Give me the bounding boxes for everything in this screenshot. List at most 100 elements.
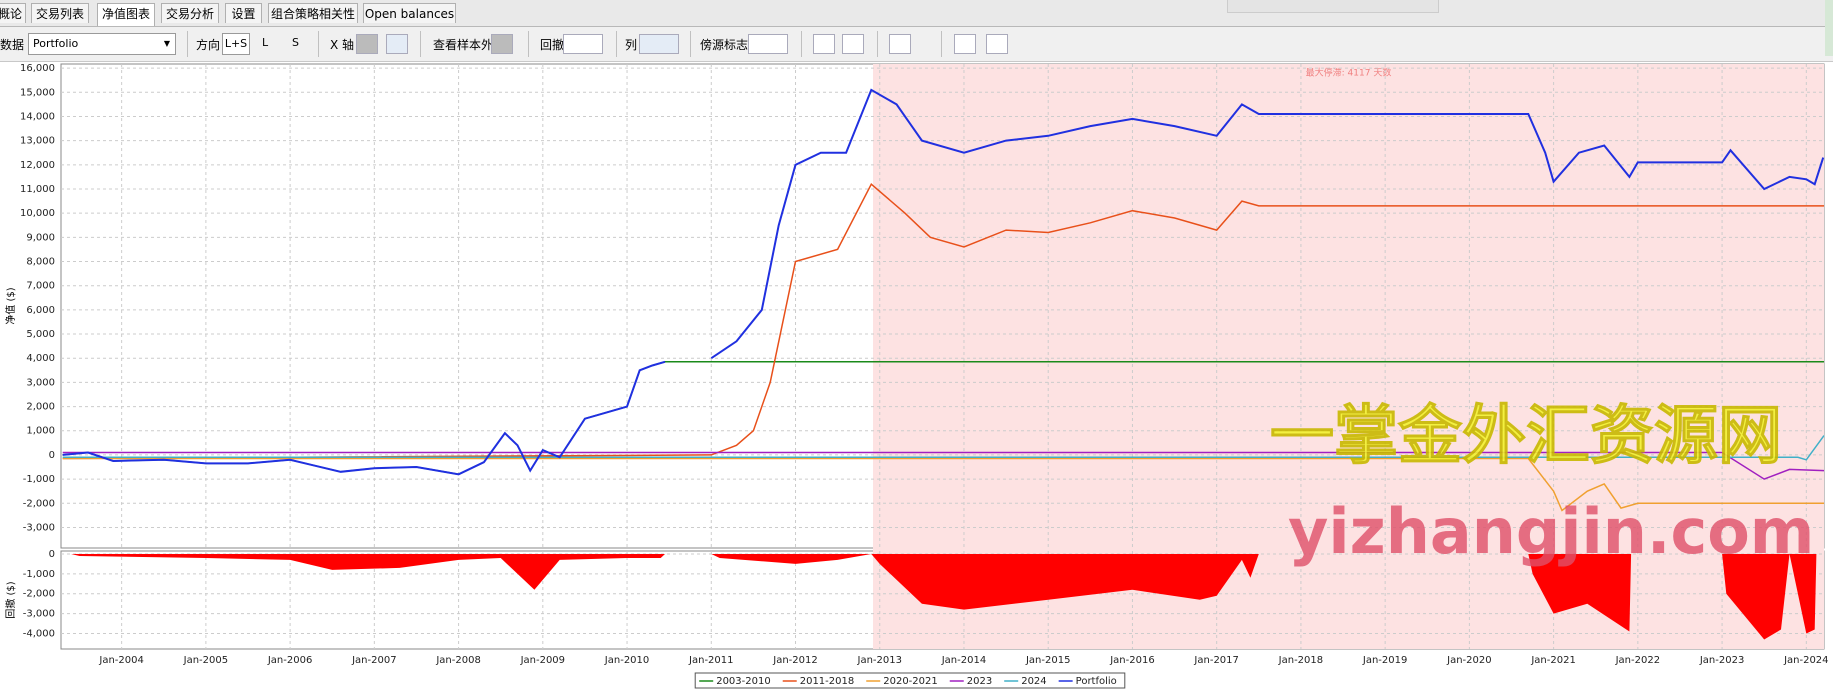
separator (877, 31, 878, 57)
dropdown-arrow: ▼ (163, 39, 170, 48)
chart-icon[interactable] (813, 34, 835, 54)
tab[interactable]: 交易分析 (161, 3, 219, 23)
x-axis-time-icon[interactable] (386, 34, 408, 54)
x-tick-label: Jan-2015 (1025, 655, 1070, 666)
series-line (62, 451, 1825, 480)
x-tick-label: Jan-2013 (857, 655, 902, 666)
x-axis-icon[interactable] (356, 34, 378, 54)
x-tick-label: Jan-2006 (267, 655, 312, 666)
data-dropdown[interactable]: Portfolio ▼ (28, 33, 176, 55)
legend-label: Portfolio (1076, 676, 1117, 687)
marker-icon[interactable] (748, 34, 788, 54)
drawdown-icon[interactable] (563, 34, 603, 54)
y-tick-label: -3,000 (23, 522, 55, 533)
toolbar: 数据 Portfolio ▼ 方向 L+S L S X 轴 查看样本外 回撤 列 … (0, 27, 1833, 62)
x-tick-label: Jan-2018 (1278, 655, 1323, 666)
tab[interactable]: 概论 (0, 3, 26, 23)
tab[interactable]: 设置 (225, 3, 262, 23)
x-tick-label: Jan-2021 (1530, 655, 1575, 666)
y-tick-label: 8,000 (26, 257, 55, 268)
column-label: 列 (625, 38, 638, 52)
y-tick-label: 1,000 (26, 426, 55, 437)
y-tick-label: 10,000 (20, 208, 55, 219)
legend-label: 2024 (1021, 676, 1046, 687)
x-tick-label: Jan-2012 (772, 655, 817, 666)
y-tick-label: 0 (49, 549, 55, 560)
watermark-url: yizhangjin.com (1288, 495, 1814, 568)
floating-toolbar (1227, 0, 1439, 13)
legend-label: 2011-2018 (800, 676, 855, 687)
x-tick-label: Jan-2020 (1446, 655, 1491, 666)
x-tick-label: Jan-2014 (941, 655, 986, 666)
stagnation-label: 最大停滞: 4117 天数 (1306, 67, 1392, 79)
direction-option[interactable]: L (262, 36, 269, 49)
y-tick-label: 5,000 (26, 329, 55, 340)
chart-icon[interactable] (842, 34, 864, 54)
oos-label: 查看样本外 (433, 38, 494, 52)
direction-option[interactable]: S (292, 36, 299, 49)
x-tick-label: Jan-2016 (1109, 655, 1154, 666)
marker-label: 傍源标志 (700, 38, 749, 52)
x-axis-label: X 轴 (330, 38, 355, 52)
legend-box (694, 672, 1126, 689)
separator (801, 31, 802, 57)
tab[interactable]: 交易列表 (31, 3, 89, 23)
column-icon[interactable] (639, 34, 679, 54)
y-tick-label: 4,000 (26, 353, 55, 364)
x-tick-label: Jan-2009 (520, 655, 565, 666)
legend: 2003-2010 2011-2018 2020-2021 2023 2024 Portf… (694, 672, 1126, 689)
x-tick-label: Jan-2017 (1193, 655, 1238, 666)
y-tick-label: 16,000 (20, 63, 55, 74)
chart-icon[interactable] (986, 34, 1008, 54)
oos-icon[interactable] (491, 34, 513, 54)
chart-icon[interactable] (889, 34, 911, 54)
y-tick-label: 6,000 (26, 305, 55, 316)
x-tick-label: Jan-2007 (351, 655, 396, 666)
drawdown-area (71, 554, 1817, 640)
separator (318, 31, 319, 57)
separator (528, 31, 529, 57)
x-tick-label: Jan-2019 (1362, 655, 1407, 666)
tab[interactable]: Open balances (363, 3, 456, 23)
scrollbar (1825, 0, 1833, 56)
legend-label: 2003-2010 (716, 676, 771, 687)
y-tick-label: 11,000 (20, 184, 55, 195)
series-line (62, 183, 1824, 460)
watermark-cn: 一掌金外汇资源网 (1270, 400, 1782, 474)
drawdown-label: 回撤 (540, 38, 565, 52)
direction-option[interactable]: L+S (222, 33, 250, 55)
series-line (62, 88, 1825, 476)
y-tick-label: -3,000 (23, 609, 55, 620)
data-value: Portfolio (33, 37, 79, 50)
y-tick-label: -1,000 (23, 569, 55, 580)
tab[interactable]: 净值图表 (97, 3, 155, 26)
y-tick-label: -1,000 (23, 474, 55, 485)
y-tick-label: -4,000 (23, 628, 55, 639)
y-tick-label: -2,000 (23, 498, 55, 509)
x-tick-label: Jan-2005 (183, 655, 228, 666)
x-tick-label: Jan-2010 (604, 655, 649, 666)
series-line (62, 457, 1824, 512)
x-tick-label: Jan-2024 (1783, 655, 1828, 666)
x-tick-label: Jan-2022 (1615, 655, 1660, 666)
legend-label: 2020-2021 (883, 676, 938, 687)
separator (420, 31, 421, 57)
y-tick-label: 3,000 (26, 377, 55, 388)
y-tick-label: 2,000 (26, 402, 55, 413)
chart-icon[interactable] (954, 34, 976, 54)
separator (616, 31, 617, 57)
y-tick-label: 0 (49, 450, 55, 461)
y-tick-label: 14,000 (20, 111, 55, 122)
x-tick-label: Jan-2011 (688, 655, 733, 666)
separator (187, 31, 188, 57)
y-axis-label: 回撤 ($) (4, 581, 17, 618)
tab[interactable]: 组合策略相关性 (268, 3, 358, 23)
legend-label: 2023 (967, 676, 992, 687)
separator (690, 31, 691, 57)
x-tick-label: Jan-2008 (435, 655, 480, 666)
y-tick-label: 12,000 (20, 160, 55, 171)
direction-label: 方向 (196, 38, 221, 52)
y-tick-label: 9,000 (26, 232, 55, 243)
y-tick-label: -2,000 (23, 589, 55, 600)
